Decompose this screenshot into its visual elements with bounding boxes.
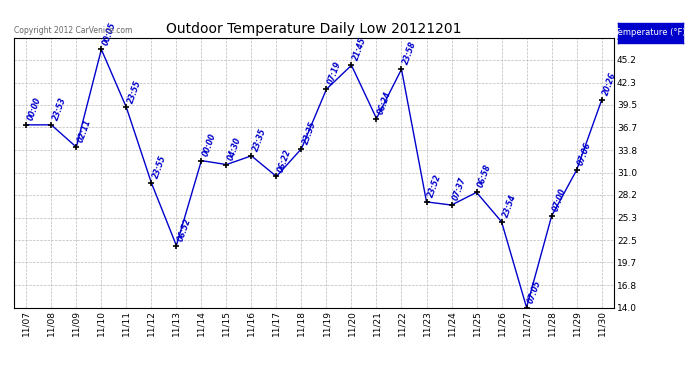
Text: 23:52: 23:52 xyxy=(426,173,443,199)
Text: 23:54: 23:54 xyxy=(502,193,518,219)
Text: 07:37: 07:37 xyxy=(451,176,469,202)
Text: 04:30: 04:30 xyxy=(226,136,243,161)
Title: Outdoor Temperature Daily Low 20121201: Outdoor Temperature Daily Low 20121201 xyxy=(166,22,462,36)
Text: 23:53: 23:53 xyxy=(51,96,68,122)
Text: 00:05: 00:05 xyxy=(101,21,118,46)
Text: 06:24: 06:24 xyxy=(377,90,393,116)
Text: 07:05: 07:05 xyxy=(526,279,543,304)
Text: 00:00: 00:00 xyxy=(201,132,218,158)
Text: 07:06: 07:06 xyxy=(577,141,593,167)
Text: 06:22: 06:22 xyxy=(277,148,293,173)
Text: 23:55: 23:55 xyxy=(151,154,168,180)
Text: 23:58: 23:58 xyxy=(402,40,418,66)
Text: 00:00: 00:00 xyxy=(26,96,43,122)
Text: 20:26: 20:26 xyxy=(602,71,618,97)
Text: 06:52: 06:52 xyxy=(177,217,193,242)
Text: 21:45: 21:45 xyxy=(351,36,368,62)
Text: Temperature (°F): Temperature (°F) xyxy=(615,28,686,38)
Text: 02:11: 02:11 xyxy=(77,118,93,144)
Text: 07:19: 07:19 xyxy=(326,60,343,86)
Text: 06:58: 06:58 xyxy=(477,164,493,189)
Text: 23:35: 23:35 xyxy=(302,120,318,146)
Text: Copyright 2012 CarVenice.com: Copyright 2012 CarVenice.com xyxy=(14,26,132,35)
Text: 23:55: 23:55 xyxy=(126,79,143,104)
Text: 23:35: 23:35 xyxy=(251,127,268,153)
Text: 07:00: 07:00 xyxy=(551,188,569,213)
